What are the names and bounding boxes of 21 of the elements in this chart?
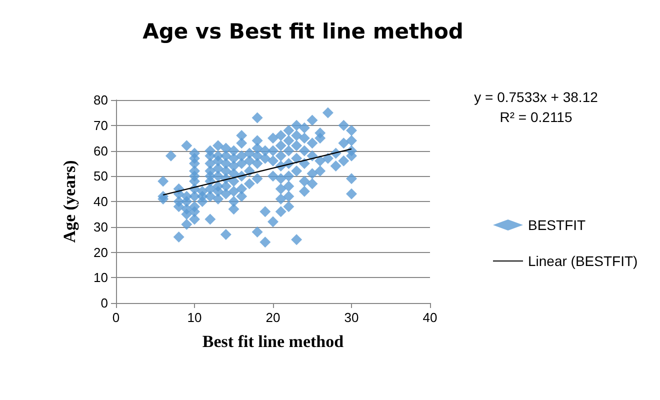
chart-title: Age vs Best fit line method xyxy=(142,20,464,44)
legend-label: BESTFIT xyxy=(528,217,586,233)
text: y = 0.7533x + 38.12 xyxy=(474,89,598,105)
y-tick-label: 0 xyxy=(100,296,108,310)
y-tick-label: 80 xyxy=(94,92,108,108)
y-tick-label: 60 xyxy=(94,143,108,158)
x-tick-label: 30 xyxy=(344,310,359,325)
y-tick-label: 30 xyxy=(94,219,108,234)
y-tick-label: 20 xyxy=(94,244,108,260)
x-tick-label: 20 xyxy=(266,310,280,325)
x-tick-label: 10 xyxy=(187,310,202,325)
legend-label: Linear (BESTFIT) xyxy=(528,253,638,269)
y-tick-label: 70 xyxy=(94,118,108,133)
y-tick-label: 40 xyxy=(94,194,108,209)
y-axis-title: Age (years) xyxy=(60,160,79,243)
y-tick-label: 50 xyxy=(94,168,108,184)
x-tick-label: 0 xyxy=(112,310,120,325)
x-axis-title: Best fit line method xyxy=(202,332,344,351)
text: R² = 0.2115 xyxy=(500,109,572,125)
x-tick-label: 40 xyxy=(422,310,438,325)
y-tick-label: 10 xyxy=(94,270,108,286)
